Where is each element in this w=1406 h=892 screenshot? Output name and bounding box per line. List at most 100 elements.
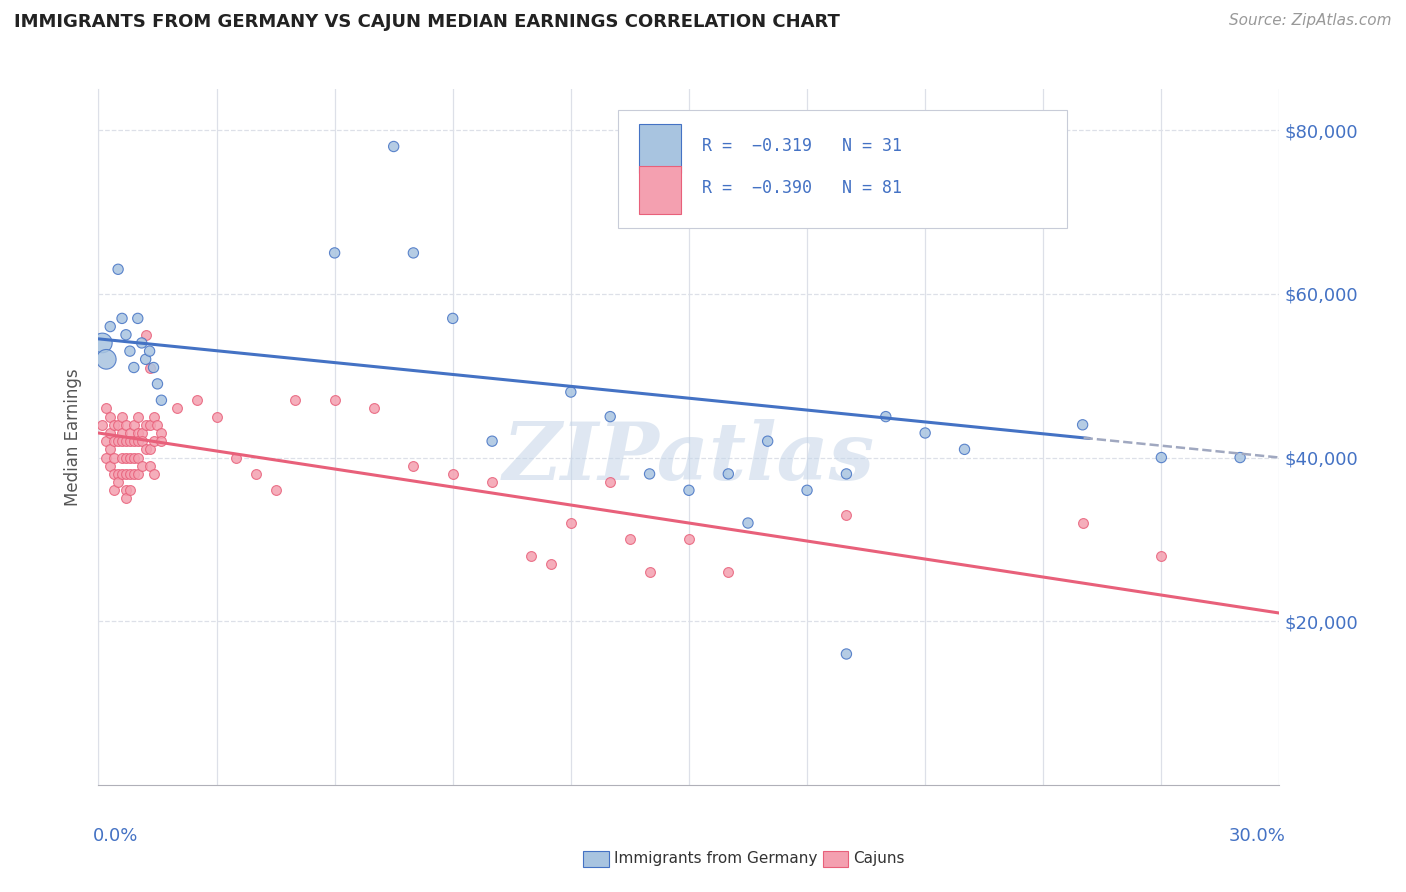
Point <box>107 262 129 277</box>
Point <box>127 425 149 440</box>
Point <box>135 352 157 367</box>
Point <box>1229 450 1251 465</box>
Point <box>111 311 134 326</box>
Point <box>323 393 346 408</box>
Point <box>142 467 165 481</box>
Point <box>107 434 129 449</box>
Point <box>875 409 897 424</box>
Point <box>560 516 582 530</box>
Point <box>131 335 153 350</box>
Point <box>323 246 346 260</box>
Text: ZIPatlas: ZIPatlas <box>503 419 875 497</box>
Point <box>835 467 858 481</box>
Point <box>96 434 118 449</box>
Text: R =  −0.319   N = 31: R = −0.319 N = 31 <box>702 136 901 155</box>
Point <box>481 475 503 489</box>
Point <box>127 409 149 424</box>
Point <box>127 434 149 449</box>
Point <box>103 467 125 481</box>
Point <box>835 508 858 522</box>
Point <box>186 393 208 408</box>
Point <box>131 434 153 449</box>
Point <box>118 425 141 440</box>
Point <box>441 467 464 481</box>
Point <box>96 450 118 465</box>
Point <box>122 467 145 481</box>
Point <box>1150 450 1173 465</box>
FancyBboxPatch shape <box>640 166 681 214</box>
Point <box>953 442 976 457</box>
Point <box>142 434 165 449</box>
Point <box>91 335 114 350</box>
Point <box>127 467 149 481</box>
Point <box>135 327 157 342</box>
Point <box>96 352 118 367</box>
Point <box>115 467 138 481</box>
Point <box>107 467 129 481</box>
Point <box>1150 549 1173 563</box>
Point <box>717 565 740 579</box>
Point <box>382 139 405 153</box>
Point <box>142 360 165 375</box>
Point <box>245 467 267 481</box>
Point <box>115 483 138 498</box>
Point <box>914 425 936 440</box>
Point <box>122 417 145 432</box>
Point <box>540 557 562 571</box>
Point <box>835 647 858 661</box>
Point <box>103 450 125 465</box>
Point <box>111 425 134 440</box>
Point <box>127 311 149 326</box>
Point <box>560 385 582 400</box>
Point <box>111 409 134 424</box>
Text: Immigrants from Germany: Immigrants from Germany <box>614 851 818 866</box>
Point <box>1071 516 1094 530</box>
Point <box>737 516 759 530</box>
Point <box>402 246 425 260</box>
Point <box>118 344 141 359</box>
Point <box>264 483 287 498</box>
Point <box>1071 417 1094 432</box>
Text: IMMIGRANTS FROM GERMANY VS CAJUN MEDIAN EARNINGS CORRELATION CHART: IMMIGRANTS FROM GERMANY VS CAJUN MEDIAN … <box>14 13 839 31</box>
Point <box>107 417 129 432</box>
Point <box>131 458 153 473</box>
Point <box>115 434 138 449</box>
Text: Source: ZipAtlas.com: Source: ZipAtlas.com <box>1229 13 1392 29</box>
Point <box>441 311 464 326</box>
Point <box>115 327 138 342</box>
Point <box>122 434 145 449</box>
Point <box>115 450 138 465</box>
Point <box>678 483 700 498</box>
Point <box>138 458 160 473</box>
Text: Cajuns: Cajuns <box>853 851 905 866</box>
Point <box>103 434 125 449</box>
Point <box>96 401 118 416</box>
Point <box>150 393 173 408</box>
Point <box>91 417 114 432</box>
Point <box>138 417 160 432</box>
Point <box>103 417 125 432</box>
Point <box>599 475 621 489</box>
Point <box>118 483 141 498</box>
Point <box>111 467 134 481</box>
Y-axis label: Median Earnings: Median Earnings <box>65 368 83 506</box>
Point <box>131 425 153 440</box>
Point <box>146 376 169 391</box>
Text: 30.0%: 30.0% <box>1229 827 1285 845</box>
Point <box>142 409 165 424</box>
Point <box>122 450 145 465</box>
Text: 0.0%: 0.0% <box>93 827 138 845</box>
Point <box>599 409 621 424</box>
Point <box>150 425 173 440</box>
Point <box>481 434 503 449</box>
FancyBboxPatch shape <box>619 110 1067 228</box>
Point <box>138 360 160 375</box>
Point <box>135 442 157 457</box>
Point <box>638 467 661 481</box>
Point <box>127 450 149 465</box>
Point <box>103 483 125 498</box>
Point <box>111 434 134 449</box>
Point <box>115 417 138 432</box>
Point <box>150 434 173 449</box>
Point <box>115 491 138 506</box>
